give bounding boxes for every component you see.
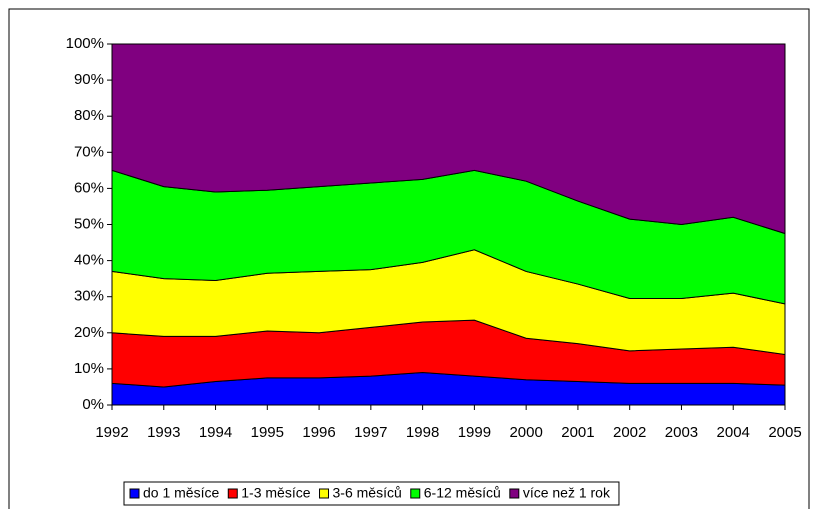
y-tick-label: 70%	[74, 143, 104, 160]
x-tick-label: 1992	[95, 424, 128, 441]
legend-swatch	[509, 488, 520, 499]
x-tick-label: 2003	[665, 424, 698, 441]
x-tick-label: 2004	[717, 424, 750, 441]
legend-box	[123, 481, 620, 506]
x-tick-label: 1999	[458, 424, 491, 441]
y-tick-label: 60%	[74, 179, 104, 196]
x-tick-label: 1996	[302, 424, 335, 441]
x-tick-label: 1995	[251, 424, 284, 441]
legend-swatch	[227, 488, 238, 499]
x-tick-label: 1998	[406, 424, 439, 441]
legend-label: 3-6 měsíců	[333, 485, 402, 501]
legend-swatch	[410, 488, 421, 499]
y-tick-label: 80%	[74, 107, 104, 124]
y-tick-label: 20%	[74, 324, 104, 341]
y-tick-label: 100%	[66, 35, 104, 52]
legend-label: více než 1 rok	[523, 485, 611, 501]
x-tick-label: 1997	[354, 424, 387, 441]
y-tick-label: 50%	[74, 215, 104, 232]
legend-swatch	[129, 488, 140, 499]
legend-label: 6-12 měsíců	[424, 485, 501, 501]
legend-label: 1-3 měsíce	[241, 485, 310, 501]
y-tick-label: 10%	[74, 360, 104, 377]
y-tick-label: 40%	[74, 252, 104, 269]
x-tick-label: 2005	[768, 424, 801, 441]
y-tick-label: 90%	[74, 71, 104, 88]
x-tick-label: 2002	[613, 424, 646, 441]
legend-swatch	[319, 488, 330, 499]
x-tick-label: 2000	[509, 424, 542, 441]
y-tick-label: 30%	[74, 288, 104, 305]
x-tick-label: 1993	[147, 424, 180, 441]
legend-label: do 1 měsíce	[143, 485, 219, 501]
legend: do 1 měsíce 1-3 měsíce 3-6 měsíců 6-12 měsí…	[123, 481, 620, 506]
x-tick-label: 2001	[561, 424, 594, 441]
x-tick-label: 1994	[199, 424, 232, 441]
y-tick-label: 0%	[82, 396, 104, 413]
